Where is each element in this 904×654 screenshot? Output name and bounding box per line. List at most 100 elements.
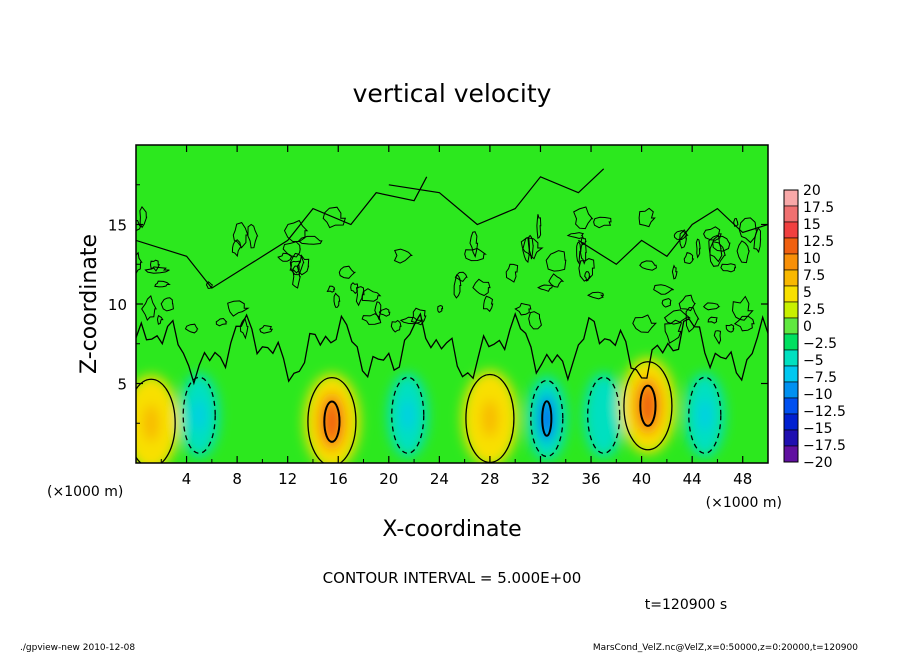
velocity-cell-core	[402, 399, 413, 432]
contour-line-small	[703, 226, 722, 241]
colorbar-swatch	[783, 349, 799, 367]
contour-interval-text: CONTOUR INTERVAL = 5.000E+00	[323, 569, 582, 587]
colorbar-label: −5	[803, 353, 824, 369]
contour-line-small	[702, 302, 721, 311]
colorbar-label: 20	[803, 183, 821, 199]
y-tick-label: 5	[117, 376, 127, 394]
colorbar-swatch	[783, 205, 799, 223]
contour-line-small	[528, 234, 534, 260]
colorbar-label: 10	[803, 251, 821, 267]
contour-line-small	[736, 240, 750, 264]
colorbar-label: −10	[803, 387, 833, 403]
contour-line-small	[725, 324, 735, 333]
contour-line	[307, 377, 357, 463]
contour-line-small	[713, 330, 722, 345]
contour-line-small	[326, 285, 336, 293]
contour-line-small	[731, 295, 754, 321]
contour-line-small	[536, 214, 542, 240]
contour-line-small	[671, 264, 678, 280]
chart-title: vertical velocity	[353, 79, 552, 108]
colorbar-label: 5	[803, 285, 812, 301]
velocity-cell-core	[542, 402, 552, 435]
colorbar-frame	[783, 189, 799, 463]
contour-line-small	[482, 295, 494, 313]
contour-line-small	[289, 260, 301, 274]
contour-line-small	[154, 280, 171, 288]
colorbar-swatch	[783, 285, 799, 303]
contour-line-small	[227, 300, 250, 317]
contour-line-small	[522, 236, 530, 264]
contour-line-inner	[323, 400, 341, 443]
x-tick-label: 40	[632, 470, 651, 488]
contour-line-small	[232, 222, 249, 249]
contour-line-small	[277, 252, 293, 262]
contour-line-small	[632, 314, 657, 333]
colorbar-swatch	[783, 333, 799, 351]
x-axis: 4 8 12 16 20 24 28 32 36 40 44 48	[160, 145, 752, 488]
contour-line-small	[707, 316, 718, 324]
contour-line-small	[753, 227, 762, 254]
contour-line-small	[282, 241, 301, 258]
contour-line-small	[661, 297, 672, 308]
contour-line-small	[664, 319, 683, 344]
contour-line-small	[685, 306, 700, 333]
contour-line-small	[393, 248, 413, 264]
contour-line-small	[322, 206, 346, 229]
velocity-cell-core	[143, 404, 160, 443]
contour-line	[688, 376, 722, 454]
contour-line-small	[584, 271, 591, 282]
contour-line-small	[469, 231, 479, 258]
contour-line	[136, 378, 176, 463]
contour-line-small	[374, 301, 382, 321]
x-tick-label: 24	[430, 470, 449, 488]
contour-line	[623, 361, 673, 451]
y-axis-label: Z-coordinate	[77, 234, 102, 374]
footer-left-text: ./gpview-new 2010-12-08	[20, 643, 135, 653]
contour-line-small	[437, 304, 444, 314]
colorbar-label: 15	[803, 217, 821, 233]
velocity-cell-core	[194, 399, 204, 432]
x-tick-label: 8	[232, 470, 242, 488]
colorbar-swatch	[783, 397, 799, 415]
contour-line-small	[639, 260, 657, 271]
velocity-cell-core	[481, 399, 498, 438]
contour-line-small	[520, 237, 544, 260]
velocity-field	[136, 357, 725, 463]
contour-line-small	[733, 217, 739, 227]
contour-line-small	[566, 232, 585, 240]
contour-line-small	[578, 258, 595, 282]
colorbar-label: 0	[803, 319, 812, 335]
colorbar-swatch	[783, 429, 799, 447]
y-tick-label: 10	[108, 296, 127, 314]
x-axis-label: X-coordinate	[382, 517, 521, 542]
contour-line-small	[239, 317, 249, 340]
contour-line-large	[136, 176, 428, 289]
contour-line-small	[573, 206, 594, 230]
contour-line	[391, 376, 425, 454]
contour-line-small	[184, 323, 199, 334]
x-unit-label-left: (×1000 m)	[47, 484, 123, 500]
contour-line-small	[215, 317, 228, 327]
contour-line-small	[247, 223, 259, 249]
contour-line-small	[695, 238, 701, 259]
colorbar-label: 17.5	[803, 200, 834, 216]
contour-line-small	[144, 266, 170, 274]
colorbar: 2017.51512.5107.552.50−2.5−5−7.5−10−12.5…	[783, 183, 846, 471]
contour-line-small	[296, 254, 310, 276]
velocity-cell-core	[639, 386, 656, 425]
contour-line-small	[333, 292, 341, 308]
contour-line-small	[593, 216, 612, 229]
colorbar-label: 7.5	[803, 268, 825, 284]
zero-contour	[136, 312, 768, 386]
colorbar-swatch	[783, 365, 799, 383]
x-tick-label: 12	[278, 470, 297, 488]
contour-line-inner	[639, 384, 657, 427]
contour-line-small	[361, 288, 382, 302]
colorbar-swatch	[783, 269, 799, 287]
contour-line-small	[350, 282, 359, 295]
x-tick-label: 28	[480, 470, 499, 488]
contour-line-small	[720, 263, 737, 273]
contour-line-small	[545, 250, 567, 272]
contour-line-small	[472, 278, 491, 297]
